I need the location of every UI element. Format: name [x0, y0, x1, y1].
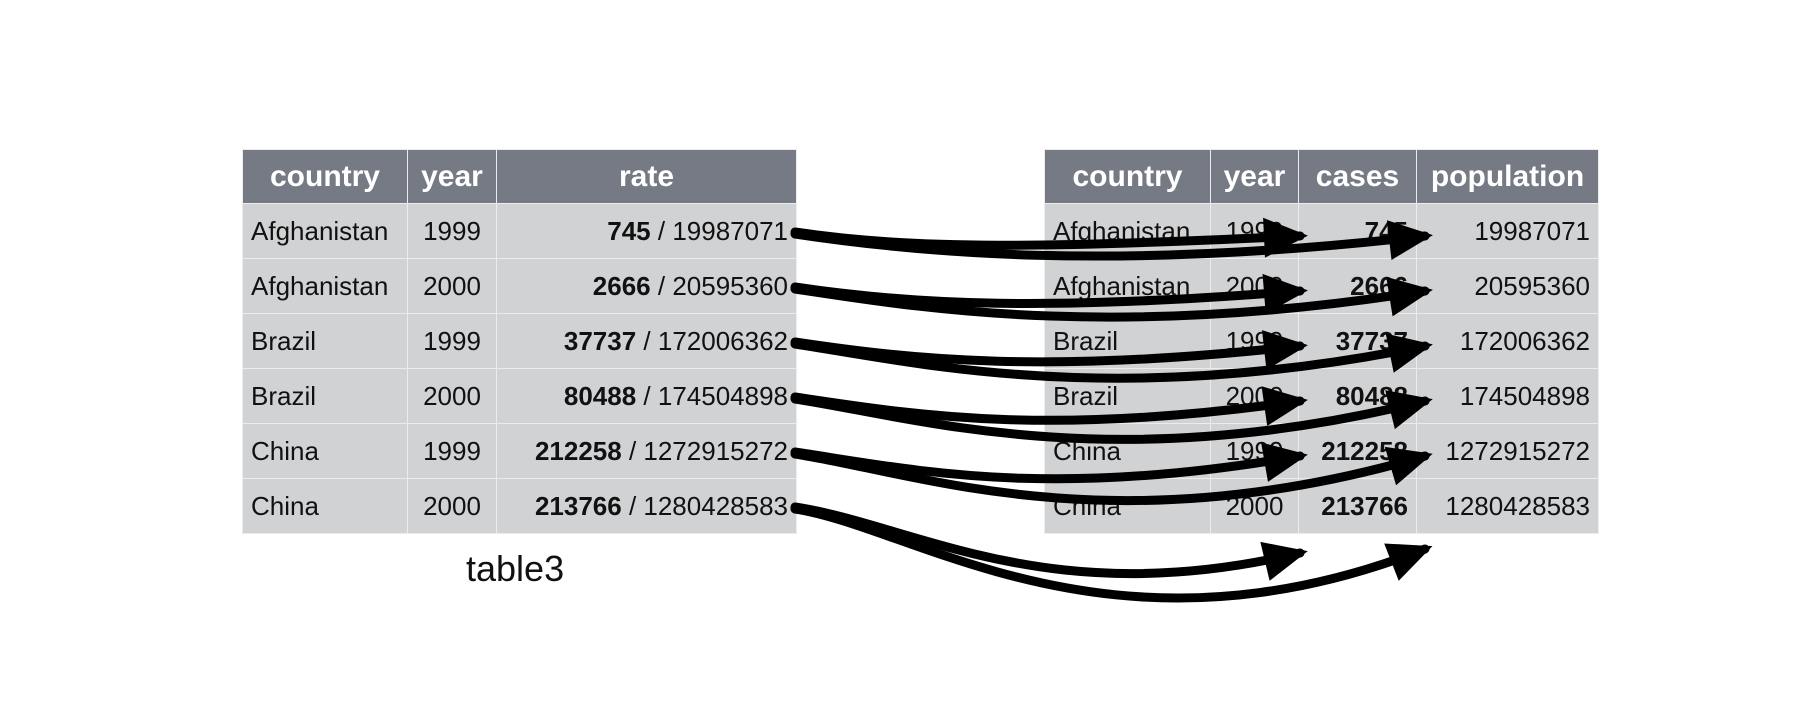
table3-cell-year: 1999: [407, 313, 497, 369]
table3-cell-country: China: [242, 423, 408, 479]
tidy-cell-country: Brazil: [1044, 368, 1211, 424]
rate-population: 174504898: [657, 380, 788, 411]
rate-separator: /: [650, 270, 673, 301]
rate-separator: /: [650, 215, 673, 246]
tidy-row: Afghanistan 1999 745 19987071: [1044, 203, 1599, 259]
table3-cell-year: 2000: [407, 258, 497, 314]
tidy-row: Afghanistan 2000 2666 20595360: [1044, 258, 1599, 314]
table3-cell-country: Brazil: [242, 313, 408, 369]
tidy-header-cases: cases: [1298, 149, 1417, 204]
table3-cell-country: Afghanistan: [242, 203, 408, 259]
tidy-header-row: country year cases population: [1044, 149, 1599, 204]
table3-cell-country: Brazil: [242, 368, 408, 424]
table3-cell-rate: 212258 / 1272915272: [496, 423, 797, 479]
tidy-header-year: year: [1210, 149, 1299, 204]
table3-header-year: year: [407, 149, 497, 204]
table3-cell-rate: 213766 / 1280428583: [496, 478, 797, 534]
rate-cases: 212258: [534, 435, 622, 466]
tidy-cell-country: China: [1044, 478, 1211, 534]
rate-cases: 2666: [592, 270, 651, 301]
rate-separator: /: [621, 435, 644, 466]
table3-cell-rate: 80488 / 174504898: [496, 368, 797, 424]
rate-separator: /: [636, 325, 658, 356]
tidy-cell-year: 2000: [1210, 368, 1299, 424]
table3-header-row: country year rate: [242, 149, 797, 204]
tidy-row: China 1999 212258 1272915272: [1044, 423, 1599, 479]
tidy-cell-country: Brazil: [1044, 313, 1211, 369]
table3-caption: table3: [466, 548, 565, 589]
table3-cell-year: 2000: [407, 368, 497, 424]
tidy-cell-cases: 213766: [1298, 478, 1417, 534]
tidy-row: China 2000 213766 1280428583: [1044, 478, 1599, 534]
table3-row: Brazil 1999 37737 / 172006362: [242, 313, 797, 369]
cases-value: 80488: [1335, 380, 1408, 411]
tidy-cell-year: 1999: [1210, 423, 1299, 479]
tidy-cell-year: 1999: [1210, 203, 1299, 259]
tidy-cell-cases: 2666: [1298, 258, 1417, 314]
table3-row: China 2000 213766 / 1280428583: [242, 478, 797, 534]
table3-cell-rate: 2666 / 20595360: [496, 258, 797, 314]
rate-cases: 745: [607, 215, 651, 246]
cases-value: 213766: [1321, 490, 1408, 521]
tidy-cell-country: Afghanistan: [1044, 203, 1211, 259]
rate-population: 19987071: [672, 215, 788, 246]
tidy-cell-year: 1999: [1210, 313, 1299, 369]
tidy-cell-population: 1272915272: [1416, 423, 1599, 479]
cases-value: 745: [1364, 215, 1408, 246]
table3-row: Afghanistan 1999 745 / 19987071: [242, 203, 797, 259]
tidy-row: Brazil 2000 80488 174504898: [1044, 368, 1599, 424]
tidy-cell-year: 2000: [1210, 258, 1299, 314]
tidy-row: Brazil 1999 37737 172006362: [1044, 313, 1599, 369]
table3-row: Brazil 2000 80488 / 174504898: [242, 368, 797, 424]
cases-value: 212258: [1321, 435, 1408, 466]
arrowhead-population-5: [1384, 543, 1433, 581]
table3-cell-country: China: [242, 478, 408, 534]
tidy-cell-population: 19987071: [1416, 203, 1599, 259]
tidy-header-population: population: [1416, 149, 1599, 204]
tidy-cell-cases: 212258: [1298, 423, 1417, 479]
tidy-cell-country: Afghanistan: [1044, 258, 1211, 314]
cases-value: 37737: [1335, 325, 1408, 356]
table3-row: China 1999 212258 / 1272915272: [242, 423, 797, 479]
tidy-cell-cases: 80488: [1298, 368, 1417, 424]
tidy-cell-population: 172006362: [1416, 313, 1599, 369]
table3-header-rate: rate: [496, 149, 797, 204]
rate-population: 20595360: [672, 270, 788, 301]
table3-cell-rate: 745 / 19987071: [496, 203, 797, 259]
tidy-header-country: country: [1044, 149, 1211, 204]
rate-population: 1280428583: [643, 490, 788, 521]
table3-cell-year: 2000: [407, 478, 497, 534]
tidy-cell-year: 2000: [1210, 478, 1299, 534]
tidy-cell-population: 174504898: [1416, 368, 1599, 424]
cases-value: 2666: [1350, 270, 1408, 301]
table3-header-country: country: [242, 149, 408, 204]
arrowhead-cases-5: [1260, 541, 1308, 581]
rate-population: 1272915272: [643, 435, 788, 466]
tidy-cell-population: 1280428583: [1416, 478, 1599, 534]
rate-cases: 80488: [563, 380, 637, 411]
rate-separator: /: [621, 490, 644, 521]
tidy-cell-country: China: [1044, 423, 1211, 479]
rate-population: 172006362: [657, 325, 788, 356]
table3-cell-rate: 37737 / 172006362: [496, 313, 797, 369]
table3: country year rate Afghanistan 1999 745 /…: [242, 149, 797, 534]
tidy-table: country year cases population Afghanista…: [1044, 149, 1599, 534]
tidy-cell-cases: 37737: [1298, 313, 1417, 369]
table3-cell-year: 1999: [407, 423, 497, 479]
table3-cell-country: Afghanistan: [242, 258, 408, 314]
rate-separator: /: [636, 380, 658, 411]
rate-cases: 213766: [534, 490, 622, 521]
tidy-cell-cases: 745: [1298, 203, 1417, 259]
tidy-cell-population: 20595360: [1416, 258, 1599, 314]
rate-cases: 37737: [563, 325, 637, 356]
table3-row: Afghanistan 2000 2666 / 20595360: [242, 258, 797, 314]
table3-cell-year: 1999: [407, 203, 497, 259]
